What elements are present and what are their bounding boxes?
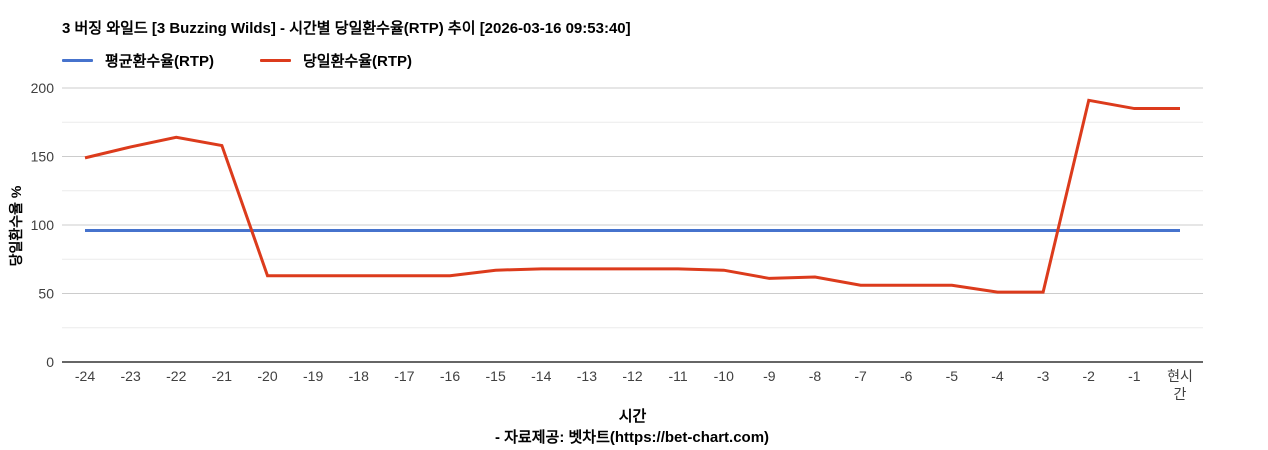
x-tick-label: -1	[1128, 368, 1141, 384]
x-tick-label: -23	[121, 368, 141, 384]
legend-swatch-average-rtp	[62, 59, 93, 62]
x-tick-label: -8	[809, 368, 822, 384]
x-tick-label: -11	[669, 368, 688, 384]
x-tick-label: -5	[946, 368, 959, 384]
x-tick-label: -20	[257, 368, 277, 384]
y-tick-label: 200	[31, 80, 55, 96]
chart-title: 3 버징 와일드 [3 Buzzing Wilds] - 시간별 당일환수율(R…	[62, 20, 631, 37]
x-tick-label: -9	[763, 368, 776, 384]
y-tick-label: 100	[31, 217, 55, 233]
legend-item-average-rtp[interactable]: 평균환수율(RTP)	[62, 50, 214, 71]
y-tick-label: 50	[38, 286, 54, 302]
x-tick-label: -14	[531, 368, 551, 384]
legend: 평균환수율(RTP) 당일환수율(RTP)	[62, 50, 412, 71]
x-axis-title: 시간	[618, 408, 647, 425]
legend-label-average-rtp: 평균환수율(RTP)	[105, 53, 214, 70]
x-tick-label: -6	[900, 368, 913, 384]
x-tick-label: -15	[486, 368, 506, 384]
x-tick-label: -12	[622, 368, 642, 384]
x-tick-label: -17	[394, 368, 414, 384]
x-tick-label: -19	[303, 368, 323, 384]
x-tick-label: -16	[440, 368, 460, 384]
x-tick-label: 현시	[1167, 368, 1193, 384]
x-tick-label: -21	[212, 368, 232, 384]
legend-item-daily-rtp[interactable]: 당일환수율(RTP)	[260, 50, 412, 71]
series-line-1[interactable]	[84, 98, 1180, 294]
x-tick-label: -10	[714, 368, 734, 384]
x-tick-label: 간	[1174, 386, 1187, 402]
x-tick-label: -13	[577, 368, 597, 384]
y-tick-label: 0	[46, 354, 54, 370]
legend-swatch-daily-rtp	[260, 59, 291, 62]
legend-label-daily-rtp: 당일환수율(RTP)	[303, 53, 412, 70]
x-tick-label: -18	[349, 368, 369, 384]
x-tick-label: -22	[166, 368, 186, 384]
x-tick-label: -4	[991, 368, 1004, 384]
x-tick-label: -3	[1037, 368, 1050, 384]
x-tick-label: -24	[75, 368, 95, 384]
y-tick-label: 150	[31, 149, 55, 165]
x-tick-label: -7	[854, 368, 867, 384]
source-credit: - 자료제공: 벳차트(https://bet-chart.com)	[494, 429, 770, 446]
x-tick-label: -2	[1083, 368, 1096, 384]
